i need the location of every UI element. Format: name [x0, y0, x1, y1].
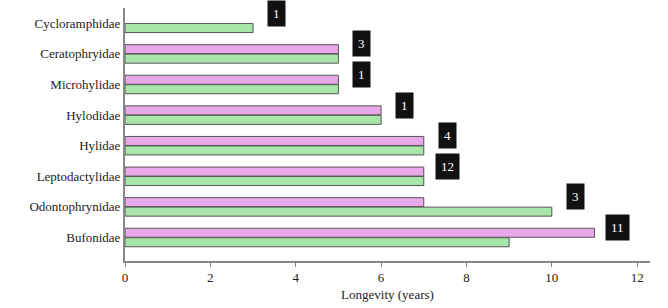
svg-text:12: 12: [441, 159, 454, 174]
svg-text:10: 10: [545, 270, 558, 285]
svg-text:4: 4: [292, 270, 299, 285]
svg-text:1: 1: [358, 67, 365, 82]
svg-text:Longevity (years): Longevity (years): [341, 287, 434, 302]
svg-text:3: 3: [572, 189, 579, 204]
svg-text:4: 4: [444, 128, 451, 143]
svg-text:2: 2: [207, 270, 214, 285]
svg-text:Cycloramphidae: Cycloramphidae: [34, 16, 120, 31]
svg-text:Odontophrynidae: Odontophrynidae: [29, 199, 120, 214]
svg-text:11: 11: [611, 220, 624, 235]
svg-text:1: 1: [401, 98, 408, 113]
svg-text:6: 6: [378, 270, 385, 285]
svg-text:12: 12: [631, 270, 644, 285]
svg-text:Ceratophryidae: Ceratophryidae: [40, 46, 120, 61]
svg-text:1: 1: [273, 6, 280, 21]
svg-text:Hylodidae: Hylodidae: [66, 108, 120, 123]
svg-text:8: 8: [463, 270, 470, 285]
svg-text:3: 3: [358, 36, 365, 51]
svg-text:0: 0: [122, 270, 129, 285]
svg-text:Hylidae: Hylidae: [79, 138, 120, 153]
svg-text:Microhylidae: Microhylidae: [50, 77, 120, 92]
svg-text:Bufonidae: Bufonidae: [66, 230, 120, 245]
svg-text:Leptodactylidae: Leptodactylidae: [37, 169, 121, 184]
